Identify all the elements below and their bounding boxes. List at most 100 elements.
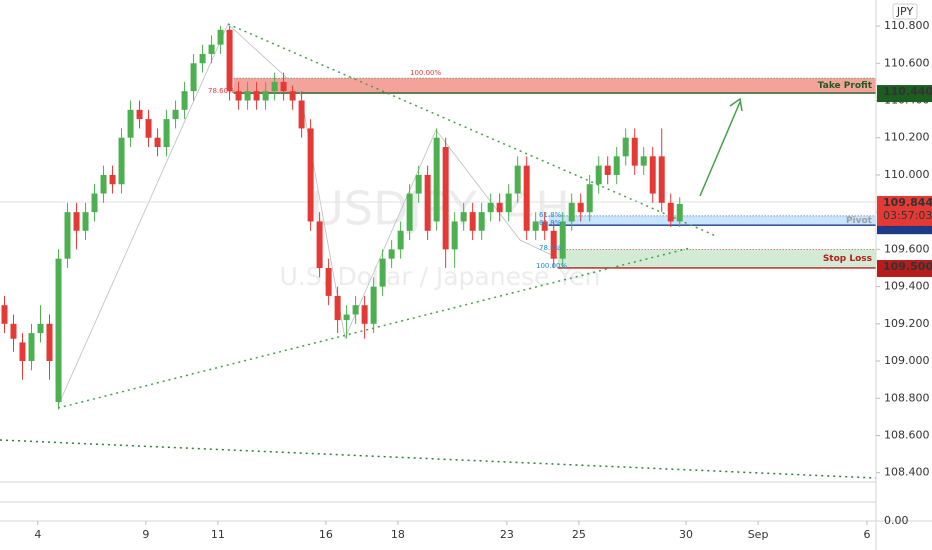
x-tick-label: 11 <box>211 528 225 541</box>
candle-body <box>163 119 170 148</box>
candle-body <box>595 165 602 185</box>
candle-body <box>640 156 647 166</box>
candle-body <box>73 212 80 231</box>
candle-body <box>415 174 422 194</box>
candle-body <box>100 174 107 194</box>
candle-body <box>91 193 98 213</box>
arrow <box>699 101 741 197</box>
candle-body <box>244 91 251 101</box>
price-badge-label: 03:57:03 <box>883 209 932 222</box>
candle-body <box>541 221 548 231</box>
candle-body <box>118 137 125 185</box>
candle-body <box>586 184 593 213</box>
candle-body <box>649 156 656 194</box>
price-badge <box>877 85 932 103</box>
candle-body <box>307 128 314 222</box>
zone <box>233 78 877 94</box>
candle-body <box>532 221 539 231</box>
candle-body <box>217 29 224 45</box>
fib-label: 78.6% <box>539 244 562 252</box>
candle-body <box>667 202 674 222</box>
x-tick-label: Sep <box>748 528 769 541</box>
candle-body <box>487 202 494 213</box>
candle-body <box>568 202 575 222</box>
price-badge-label: 109.844 <box>883 196 932 209</box>
candle-body <box>55 258 62 402</box>
candle-body <box>181 91 188 110</box>
candle-body <box>424 174 431 231</box>
zone-label: Take Profit <box>818 81 873 91</box>
candle-body <box>604 165 611 175</box>
candle-body <box>199 53 206 64</box>
x-tick-label: 25 <box>572 528 586 541</box>
candle-body <box>352 305 359 315</box>
candle-body <box>442 147 449 250</box>
candle-body <box>361 305 368 324</box>
arrow-head <box>729 97 743 112</box>
indicator-tick-label: 0.00 <box>884 514 909 527</box>
axis: 110.800110.600110.400110.200110.000109.8… <box>34 19 932 541</box>
price-badge <box>877 259 932 277</box>
candle-body <box>64 212 71 259</box>
candle-body <box>298 100 305 129</box>
candle-body <box>559 221 566 259</box>
candle-body <box>28 333 35 362</box>
fib-label: 78.60% <box>208 87 235 95</box>
candle-body <box>10 323 17 339</box>
trend-line-bottom <box>0 439 877 479</box>
candle-body <box>460 212 467 222</box>
candle-body <box>496 202 503 213</box>
candle-body <box>550 230 557 259</box>
zone <box>548 215 876 226</box>
candle-body <box>19 342 26 362</box>
y-tick-label: 110.000 <box>884 168 930 181</box>
candle-body <box>469 212 476 231</box>
candle-body <box>523 165 530 231</box>
y-tick-label: 110.200 <box>884 131 930 144</box>
candle-body <box>451 221 458 250</box>
zone-label: Stop Loss <box>823 254 872 264</box>
candle-body <box>145 119 152 138</box>
candle-body <box>388 249 395 259</box>
x-tick-label: 23 <box>500 528 514 541</box>
candle-body <box>658 156 665 203</box>
y-tick-label: 110.800 <box>884 19 930 32</box>
zone <box>557 249 876 268</box>
x-tick-label: 16 <box>319 528 333 541</box>
y-tick-label: 108.800 <box>884 391 930 404</box>
candle-body <box>397 230 404 250</box>
candle-body <box>577 202 584 213</box>
candle-body <box>676 203 683 222</box>
candle-body <box>478 212 485 231</box>
candle-body <box>622 137 629 157</box>
candle-body <box>433 137 440 222</box>
price-badge-label: 109.500 <box>883 260 932 273</box>
y-tick-label: 110.600 <box>884 56 930 69</box>
y-tick-label: 108.600 <box>884 428 930 441</box>
fib-label: 61.8% <box>539 219 562 227</box>
candle-body <box>208 44 215 54</box>
y-tick-label: 109.000 <box>884 354 930 367</box>
candle-body <box>235 91 242 101</box>
candle-body <box>154 137 161 148</box>
candle-body <box>379 258 386 287</box>
currency-badge[interactable] <box>892 3 918 20</box>
zone-label: Pivot <box>846 216 873 226</box>
candle-body <box>262 91 269 101</box>
candle-body <box>334 295 341 321</box>
candle-body <box>280 81 287 92</box>
candle-body <box>514 165 521 194</box>
y-tick-label: 109.600 <box>884 242 930 255</box>
candle-body <box>289 91 296 101</box>
candle-body <box>505 193 512 213</box>
candle-body <box>136 109 143 120</box>
x-tick-label: 30 <box>679 528 693 541</box>
candle-body <box>316 221 323 268</box>
candle-body <box>253 91 260 101</box>
candle-body <box>46 323 53 362</box>
candle-body <box>37 323 44 334</box>
candle-body <box>271 81 278 92</box>
price-badge <box>877 195 932 226</box>
x-tick-label: 9 <box>142 528 149 541</box>
